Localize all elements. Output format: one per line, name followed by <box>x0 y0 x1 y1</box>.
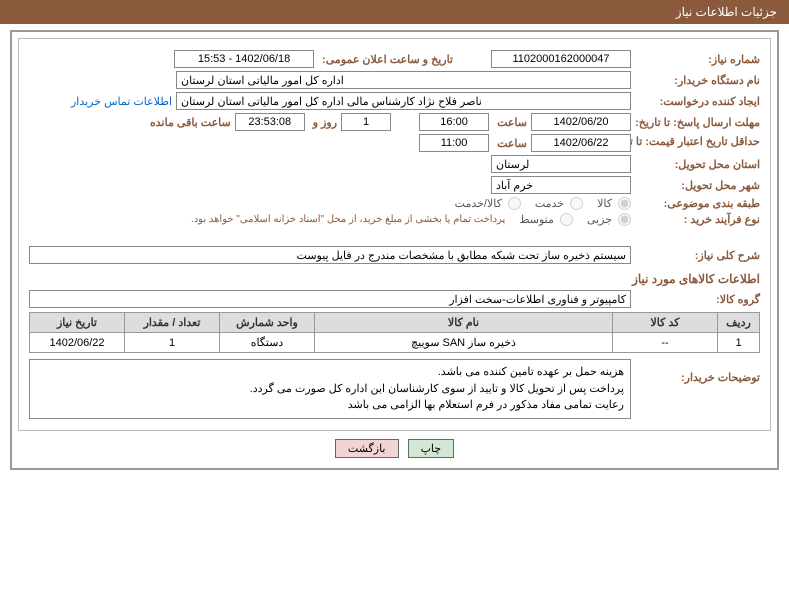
radio-goods-service <box>508 197 521 210</box>
desc-label: شرح کلی نیاز: <box>635 249 760 262</box>
reply-time: 16:00 <box>419 113 489 131</box>
table-row: 1 -- ذخیره ساز SAN سوییچ دستگاه 1 1402/0… <box>30 333 760 353</box>
province-label: استان محل تحویل: <box>635 158 760 171</box>
opt-service: خدمت <box>525 197 564 210</box>
td-unit: دستگاه <box>220 333 315 353</box>
announce-value: 1402/06/18 - 15:53 <box>174 50 314 68</box>
opt-goods-service: کالا/خدمت <box>445 197 502 210</box>
buyer-value: اداره کل امور مالیاتی استان لرستان <box>176 71 631 89</box>
remain-word: ساعت باقی مانده <box>146 116 231 129</box>
buyer-notes-label: توضیحات خریدار: <box>635 359 760 384</box>
items-table: ردیف کد کالا نام کالا واحد شمارش تعداد /… <box>29 312 760 353</box>
buyer-note-line: پرداخت پس از تحویل کالا و تایید از سوی ک… <box>36 381 624 398</box>
days-value: 1 <box>341 113 391 131</box>
requester-value: ناصر فلاح نژاد کارشناس مالی اداره کل امو… <box>176 92 631 110</box>
radio-medium <box>560 213 573 226</box>
buyer-note-line: هزینه حمل بر عهده تامین کننده می باشد. <box>36 364 624 381</box>
province-value: لرستان <box>491 155 631 173</box>
radio-goods <box>618 197 631 210</box>
validity-label: حداقل تاریخ اعتبار قیمت: تا تاریخ: <box>635 136 760 149</box>
goods-info-title: اطلاعات کالاهای مورد نیاز <box>29 272 760 286</box>
process-label: نوع فرآیند خرید : <box>635 213 760 226</box>
opt-goods: کالا <box>587 197 612 210</box>
radio-service <box>570 197 583 210</box>
subject-cat-label: طبقه بندی موضوعی: <box>635 197 760 210</box>
requester-label: ایجاد کننده درخواست: <box>635 95 760 108</box>
reply-date: 1402/06/20 <box>531 113 631 131</box>
print-button[interactable]: چاپ <box>408 439 455 458</box>
process-note: پرداخت تمام یا بخشی از مبلغ خرید، از محل… <box>191 214 505 225</box>
time-word-2: ساعت <box>493 137 527 150</box>
th-row: ردیف <box>718 313 760 333</box>
td-date: 1402/06/22 <box>30 333 125 353</box>
th-date: تاریخ نیاز <box>30 313 125 333</box>
page-title: جزئیات اطلاعات نیاز <box>676 5 777 19</box>
opt-medium: متوسط <box>509 213 554 226</box>
buyer-note-line: رعایت تمامی مفاد مذکور در فرم استعلام به… <box>36 397 624 414</box>
countdown-value: 23:53:08 <box>235 113 305 131</box>
buyer-contact-link[interactable]: اطلاعات تماس خریدار <box>71 95 172 108</box>
group-label: گروه کالا: <box>635 293 760 306</box>
page-header: جزئیات اطلاعات نیاز <box>0 0 789 24</box>
need-no-value: 1102000162000047 <box>491 50 631 68</box>
td-idx: 1 <box>718 333 760 353</box>
th-name: نام کالا <box>315 313 613 333</box>
group-value: کامپیوتر و فناوری اطلاعات-سخت افزار <box>29 290 631 308</box>
days-word: روز و <box>309 116 337 129</box>
td-name: ذخیره ساز SAN سوییچ <box>315 333 613 353</box>
th-unit: واحد شمارش <box>220 313 315 333</box>
time-word-1: ساعت <box>493 116 527 129</box>
buyer-label: نام دستگاه خریدار: <box>635 74 760 87</box>
city-value: خرم آباد <box>491 176 631 194</box>
validity-date: 1402/06/22 <box>531 134 631 152</box>
desc-value: سیستم ذخیره ساز تحت شبکه مطابق با مشخصات… <box>29 246 631 264</box>
reply-deadline-label: مهلت ارسال پاسخ: تا تاریخ: <box>635 116 760 129</box>
back-button[interactable]: بازگشت <box>335 439 399 458</box>
opt-minor: جزیی <box>577 213 612 226</box>
td-code: -- <box>613 333 718 353</box>
td-qty: 1 <box>125 333 220 353</box>
th-qty: تعداد / مقدار <box>125 313 220 333</box>
th-code: کد کالا <box>613 313 718 333</box>
radio-minor <box>618 213 631 226</box>
buyer-notes-box: هزینه حمل بر عهده تامین کننده می باشد. پ… <box>29 359 631 419</box>
button-row: چاپ بازگشت <box>18 439 771 458</box>
outer-frame: شماره نیاز: 1102000162000047 تاریخ و ساع… <box>10 30 779 470</box>
validity-time: 11:00 <box>419 134 489 152</box>
announce-label: تاریخ و ساعت اعلان عمومی: <box>318 53 453 66</box>
need-no-label: شماره نیاز: <box>635 53 760 66</box>
city-label: شهر محل تحویل: <box>635 179 760 192</box>
table-header-row: ردیف کد کالا نام کالا واحد شمارش تعداد /… <box>30 313 760 333</box>
inner-frame: شماره نیاز: 1102000162000047 تاریخ و ساع… <box>18 38 771 431</box>
